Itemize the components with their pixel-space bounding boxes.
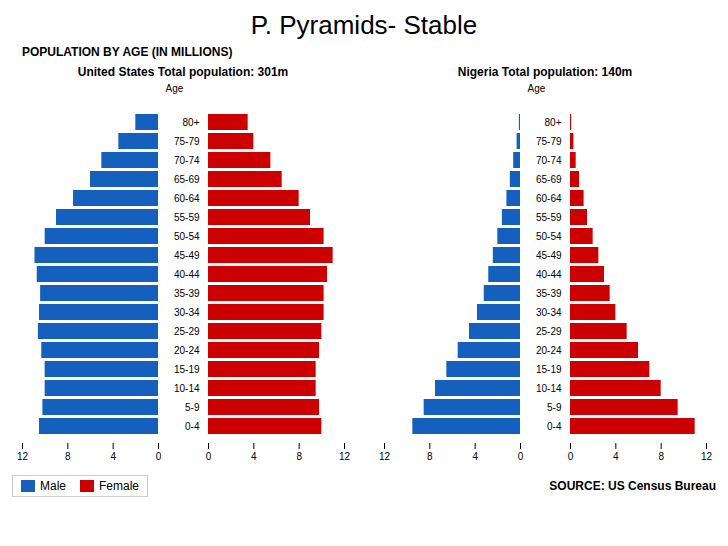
html-text:SOURCE: US Census Bureau: SOURCE: US Census Bureau	[549, 479, 716, 493]
svg-text:4: 4	[110, 451, 116, 462]
svg-text:8: 8	[296, 451, 302, 462]
html-text:Nigeria Total population: 140m: Nigeria Total population: 140m	[457, 65, 633, 79]
svg-text:0-4: 0-4	[547, 421, 562, 432]
svg-text:10-14: 10-14	[536, 383, 562, 394]
svg-text:0: 0	[206, 451, 212, 462]
svg-text:35-39: 35-39	[536, 288, 562, 299]
svg-text:25-29: 25-29	[536, 326, 562, 337]
svg-text:12: 12	[339, 451, 351, 462]
svg-text:30-34: 30-34	[536, 307, 562, 318]
svg-text:60-64: 60-64	[536, 193, 562, 204]
svg-text:12: 12	[17, 451, 29, 462]
svg-text:75-79: 75-79	[536, 136, 562, 147]
svg-text:10-14: 10-14	[174, 383, 200, 394]
html-text:POPULATION BY AGE (IN MILLIONS: POPULATION BY AGE (IN MILLIONS)	[22, 45, 233, 59]
svg-text:55-59: 55-59	[174, 212, 200, 223]
svg-text:5-9: 5-9	[547, 402, 562, 413]
svg-text:0: 0	[568, 451, 574, 462]
svg-text:40-44: 40-44	[536, 269, 562, 280]
svg-text:0-4: 0-4	[185, 421, 200, 432]
svg-text:55-59: 55-59	[536, 212, 562, 223]
svg-text:65-69: 65-69	[174, 174, 200, 185]
svg-text:Age: Age	[528, 83, 546, 94]
svg-text:5-9: 5-9	[185, 402, 200, 413]
svg-text:4: 4	[251, 451, 257, 462]
svg-text:50-54: 50-54	[174, 231, 200, 242]
svg-text:12: 12	[701, 451, 713, 462]
svg-text:12: 12	[379, 451, 391, 462]
svg-text:8: 8	[658, 451, 664, 462]
svg-text:4: 4	[472, 451, 478, 462]
html-text:Male: Male	[40, 479, 66, 493]
svg-text:15-19: 15-19	[174, 364, 200, 375]
svg-text:50-54: 50-54	[536, 231, 562, 242]
html-text:United States Total population: United States Total population: 301m	[77, 65, 289, 79]
html-text:Female: Female	[99, 479, 139, 493]
svg-text:15-19: 15-19	[536, 364, 562, 375]
svg-text:80+: 80+	[183, 117, 200, 128]
svg-text:40-44: 40-44	[174, 269, 200, 280]
svg-text:45-49: 45-49	[174, 250, 200, 261]
svg-text:8: 8	[65, 451, 71, 462]
html-text:P. Pyramids- Stable: P. Pyramids- Stable	[250, 10, 478, 40]
svg-text:Age: Age	[166, 83, 184, 94]
svg-text:20-24: 20-24	[174, 345, 200, 356]
svg-text:4: 4	[613, 451, 619, 462]
svg-text:45-49: 45-49	[536, 250, 562, 261]
svg-text:25-29: 25-29	[174, 326, 200, 337]
svg-text:8: 8	[427, 451, 433, 462]
svg-text:35-39: 35-39	[174, 288, 200, 299]
svg-text:70-74: 70-74	[536, 155, 562, 166]
svg-text:0: 0	[156, 451, 162, 462]
svg-text:80+: 80+	[545, 117, 562, 128]
svg-text:20-24: 20-24	[536, 345, 562, 356]
svg-text:30-34: 30-34	[174, 307, 200, 318]
svg-text:65-69: 65-69	[536, 174, 562, 185]
svg-text:0: 0	[518, 451, 524, 462]
svg-text:70-74: 70-74	[174, 155, 200, 166]
svg-text:60-64: 60-64	[174, 193, 200, 204]
svg-text:75-79: 75-79	[174, 136, 200, 147]
